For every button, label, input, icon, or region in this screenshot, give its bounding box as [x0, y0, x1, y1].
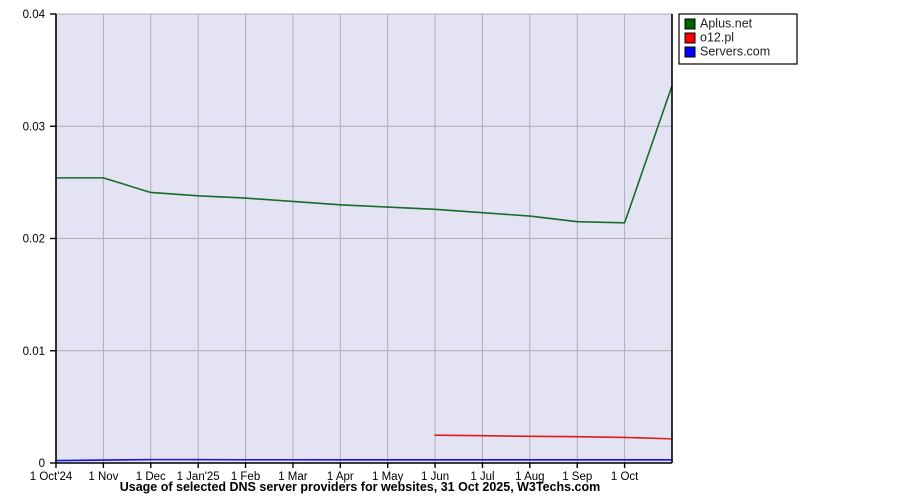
chart-caption: Usage of selected DNS server providers f…	[120, 480, 601, 494]
legend-label: Servers.com	[700, 44, 770, 58]
x-tick-label: 1 May	[372, 471, 404, 483]
legend-box	[678, 13, 798, 65]
x-tick-label: 1 Oct	[611, 471, 639, 483]
series-line-o12-pl	[434, 434, 673, 440]
legend-label: o12.pl	[700, 30, 734, 44]
series-line-servers-com	[55, 458, 673, 462]
y-tick-marks	[50, 13, 56, 464]
x-tick-label: 1 Jun	[421, 471, 449, 483]
x-tick-label: 1 Jul	[470, 471, 494, 483]
x-tick-label: 1 Dec	[136, 471, 166, 483]
y-tick-label: 0	[39, 458, 45, 470]
series-line-aplus-net	[55, 85, 673, 224]
x-tick-label: 1 Aug	[515, 471, 544, 483]
legend-swatch	[684, 46, 696, 58]
y-tick-label: 0.03	[23, 121, 45, 133]
x-tick-label: 1 Nov	[88, 471, 118, 483]
y-tick-label: 0.04	[23, 9, 46, 21]
x-tick-label: 1 Jan'25	[177, 471, 220, 483]
x-tick-label: 1 Feb	[231, 471, 260, 483]
x-tick-marks	[55, 463, 626, 468]
x-tick-label: 1 Mar	[278, 471, 308, 483]
y-gridlines	[56, 13, 672, 352]
x-axis-tick-labels: 1 Oct'24 1 Nov 1 Dec 1 Jan'25 1 Feb 1 Mar 1 Ap…	[30, 471, 639, 483]
legend-label: Aplus.net	[700, 16, 753, 30]
legend-swatch	[684, 32, 696, 44]
series-lines	[55, 85, 673, 462]
y-tick-label: 0.01	[23, 346, 45, 358]
x-gridlines	[102, 14, 626, 463]
x-tick-label: 1 Apr	[327, 471, 354, 483]
y-tick-label: 0.02	[23, 234, 45, 246]
x-tick-label: 1 Oct'24	[30, 471, 73, 483]
x-tick-label: 1 Sep	[562, 471, 592, 483]
y-axis-tick-labels: 0 0.01 0.02 0.03 0.04	[23, 9, 46, 470]
legend-swatch	[684, 18, 696, 30]
